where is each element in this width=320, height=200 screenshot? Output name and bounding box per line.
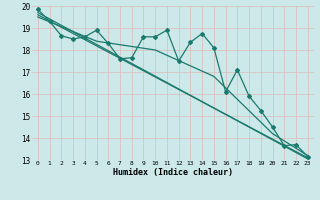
- X-axis label: Humidex (Indice chaleur): Humidex (Indice chaleur): [113, 168, 233, 177]
